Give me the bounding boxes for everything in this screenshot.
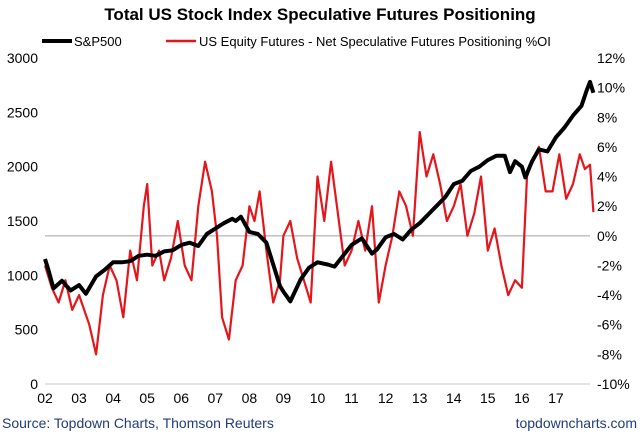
legend-label-net-spec: US Equity Futures - Net Speculative Futu…	[199, 34, 551, 49]
x-tick-label: 14	[446, 390, 462, 406]
right-tick-label: -4%	[597, 287, 622, 303]
left-tick-label: 1500	[7, 213, 38, 229]
right-tick-label: -10%	[597, 376, 630, 392]
left-tick-label: 1000	[7, 267, 38, 283]
legend: S&P500 US Equity Futures - Net Speculati…	[42, 34, 551, 49]
x-tick-label: 02	[37, 390, 53, 406]
chart-title: Total US Stock Index Speculative Futures…	[104, 5, 535, 24]
x-tick-label: 12	[378, 390, 394, 406]
right-tick-label: 12%	[597, 50, 625, 66]
x-tick-label: 15	[480, 390, 496, 406]
source-note: Source: Topdown Charts, Thomson Reuters	[2, 415, 274, 431]
right-tick-label: -8%	[597, 346, 622, 362]
x-tick-label: 11	[344, 390, 359, 406]
right-tick-label: -2%	[597, 257, 622, 273]
right-tick-label: 6%	[597, 139, 617, 155]
x-axis: 02 03 04 05 06 07 08 09 10 11 12 13 14 15 16 17	[37, 390, 564, 406]
x-tick-label: 06	[173, 390, 189, 406]
x-tick-label: 05	[139, 390, 155, 406]
right-axis: -10% -8% -6% -4% -2% 0% 2% 4% 6% 8% 10% 12%	[597, 50, 630, 392]
left-tick-label: 3000	[7, 50, 38, 66]
x-tick-label: 09	[276, 390, 292, 406]
left-tick-label: 2500	[7, 104, 38, 120]
watermark: topdowncharts.com	[516, 415, 637, 431]
x-tick-label: 04	[105, 390, 121, 406]
right-tick-label: 0%	[597, 228, 617, 244]
x-tick-label: 13	[412, 390, 428, 406]
left-tick-label: 2000	[7, 159, 38, 175]
right-tick-label: 8%	[597, 109, 617, 125]
left-axis: 0 500 1000 1500 2000 2500 3000	[7, 50, 38, 392]
x-tick-label: 17	[548, 390, 564, 406]
x-tick-label: 03	[71, 390, 87, 406]
x-tick-label: 08	[242, 390, 258, 406]
x-tick-label: 07	[208, 390, 224, 406]
series-line-sp500	[43, 79, 596, 304]
right-tick-label: -6%	[597, 317, 622, 333]
right-tick-label: 2%	[597, 198, 617, 214]
x-tick-label: 10	[310, 390, 326, 406]
left-tick-label: 0	[30, 376, 38, 392]
series-line-net-speculative-positioning	[43, 131, 595, 356]
x-tick-label: 16	[514, 390, 530, 406]
left-tick-label: 500	[15, 322, 39, 338]
right-tick-label: 10%	[597, 80, 625, 96]
right-tick-label: 4%	[597, 169, 617, 185]
legend-label-sp500: S&P500	[74, 34, 122, 49]
